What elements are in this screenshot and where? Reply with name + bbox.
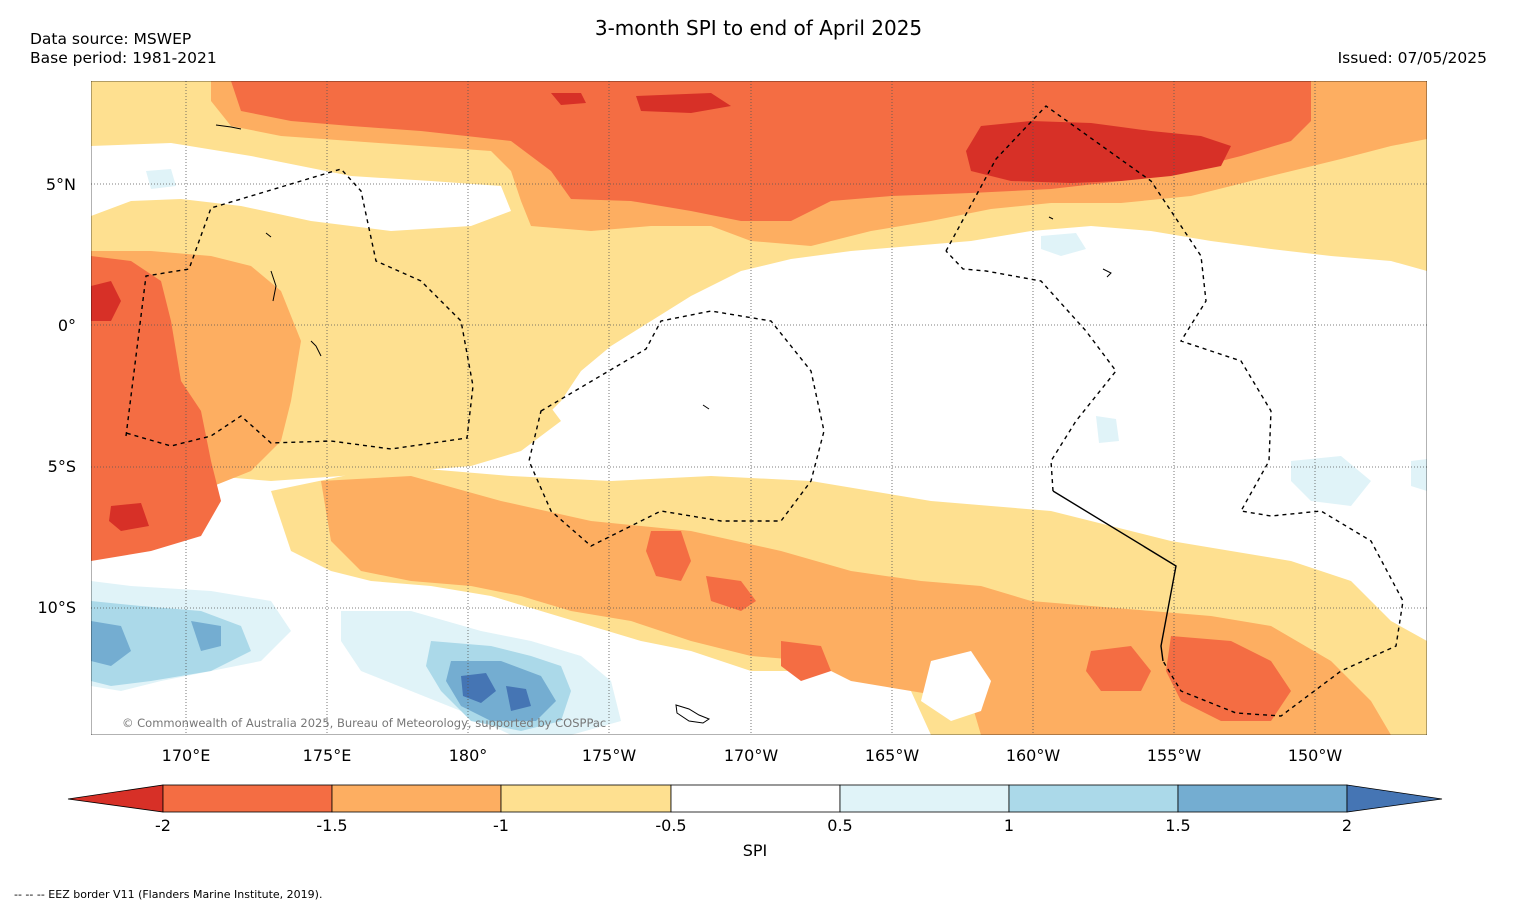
colorbar-tick-label: -0.5 [655, 816, 687, 835]
lon-label-175w: 175°W [581, 746, 637, 765]
spi-region-southwest-blue [91, 621, 556, 721]
lon-label-160w: 160°W [1005, 746, 1061, 765]
map-title: 3-month SPI to end of April 2025 [594, 16, 923, 40]
colorbar-tick-label: -1 [493, 816, 509, 835]
base-period-label: Base period: 1981-2021 [30, 49, 217, 67]
spi-region-west-darkred [91, 281, 149, 531]
issued-date-label: Issued: 07/05/2025 [1337, 49, 1487, 67]
lat-label-5n: 5°N [45, 175, 76, 194]
eez-solid-border [1052, 490, 1177, 662]
lon-label-175e: 175°E [302, 746, 352, 765]
spi-region-north-white-gap [91, 143, 511, 231]
eez-footnote: -- -- -- EEZ border V11 (Flanders Marine… [14, 888, 323, 901]
colorbar-segment [162, 784, 333, 813]
lon-label-150w: 150°W [1287, 746, 1343, 765]
spi-region-south-red-west [646, 531, 831, 681]
colorbar-segment [331, 784, 502, 813]
lat-label-5s: 5°S [47, 457, 76, 476]
lat-label-10s: 10°S [37, 598, 76, 617]
colorbar-segment [839, 784, 1010, 813]
colorbar-extend-min [67, 784, 164, 813]
spi-map: © Commonwealth of Australia 2025, Bureau… [91, 81, 1427, 735]
eez-kiribati-line [945, 105, 1404, 717]
spi-region-north-red [231, 81, 1311, 221]
colorbar-segment [500, 784, 672, 813]
colorbar-tick-label: 0.5 [827, 816, 853, 835]
lon-label-170w: 170°W [723, 746, 779, 765]
copyright-notice: © Commonwealth of Australia 2025, Bureau… [122, 716, 606, 730]
colorbar-axis-label: SPI [742, 841, 768, 860]
spi-region-scattered-lightblue [146, 169, 1427, 506]
samoa-island [675, 704, 711, 724]
eez-kiribati-phoenix [528, 310, 825, 547]
colorbar-segment [1008, 784, 1179, 813]
colorbar-tick-label: -1.5 [316, 816, 348, 835]
lat-label-0: 0° [57, 316, 76, 335]
data-source-label: Data source: MSWEP [30, 30, 192, 48]
lon-label-165w: 165°W [864, 746, 920, 765]
colorbar-segment [670, 784, 841, 813]
colorbar-tick-label: 1 [1003, 816, 1015, 835]
colorbar-tick-label: -2 [155, 816, 171, 835]
spi-region-north-darkred [966, 121, 1231, 183]
spi-colorbar [67, 784, 1443, 813]
colorbar-segment [1177, 784, 1348, 813]
map-gridlines [91, 81, 1427, 735]
islands [215, 124, 1112, 724]
spi-region-southwest-darkblue [461, 673, 531, 711]
lon-label-155w: 155°W [1146, 746, 1202, 765]
spi-region-south-white-gap [921, 651, 991, 721]
colorbar-extend-max [1346, 784, 1443, 813]
colorbar-tick-label: 1.5 [1165, 816, 1191, 835]
spi-region-west-red [91, 256, 221, 561]
eez-borders [125, 105, 1404, 717]
spi-region-north-darkred-small [551, 93, 731, 113]
lon-label-170e: 170°E [161, 746, 211, 765]
lon-label-180: 180° [448, 746, 488, 765]
spi-region-south-red-east [1086, 636, 1291, 721]
colorbar-tick-label: 2 [1341, 816, 1353, 835]
